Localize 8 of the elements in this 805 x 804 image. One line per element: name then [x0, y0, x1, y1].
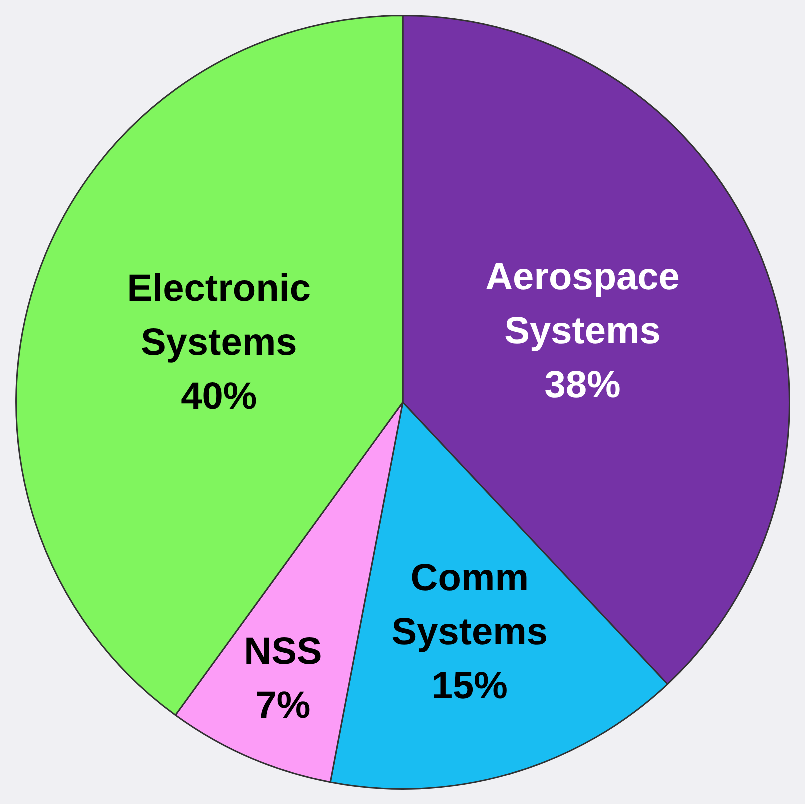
- data-label: 15%: [432, 665, 508, 708]
- slice-label: NSS: [244, 630, 322, 673]
- slice-label: Comm Systems: [392, 557, 548, 654]
- data-label: 40%: [181, 376, 258, 418]
- slice-label: Electronic Systems: [127, 268, 311, 364]
- data-label: 38%: [544, 364, 621, 406]
- data-label: 7%: [256, 684, 311, 727]
- slice-label: Aerospace Systems: [486, 256, 680, 352]
